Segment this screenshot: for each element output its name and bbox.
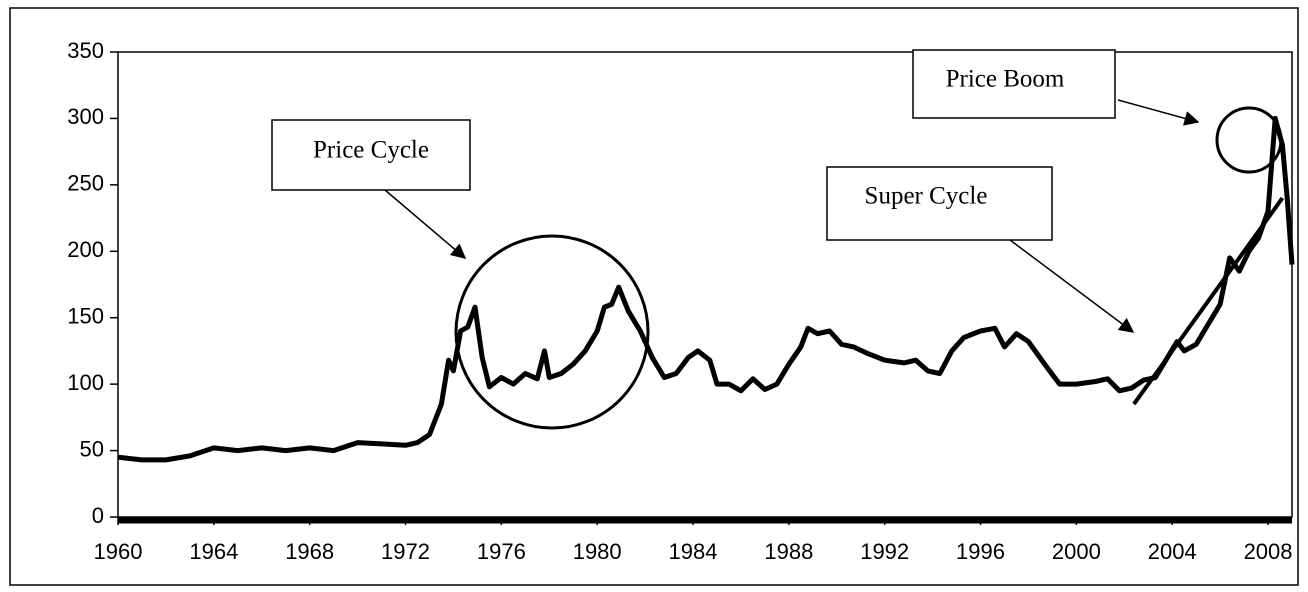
y-tick-label: 0 <box>92 503 104 528</box>
frame <box>9 7 1299 586</box>
x-tick-label: 1996 <box>956 539 1005 564</box>
annotation: Price Cycle <box>313 137 429 164</box>
y-tick-label: 100 <box>67 370 104 395</box>
y-tick-label: 50 <box>80 436 104 461</box>
x-tick-label: 1960 <box>94 539 143 564</box>
x-tick-label: 2008 <box>1244 539 1293 564</box>
trend-line <box>1132 196 1285 406</box>
x-tick-label: 2004 <box>1148 539 1197 564</box>
x-tick-label: 1976 <box>477 539 526 564</box>
arrow <box>1009 239 1135 333</box>
y-tick-label: 300 <box>67 104 104 129</box>
x-tick-label: 1984 <box>669 539 718 564</box>
annotation: Super Cycle <box>865 183 988 210</box>
x-tick-label: 1988 <box>764 539 813 564</box>
circle <box>454 234 650 430</box>
y-tick-label: 250 <box>67 171 104 196</box>
y-tick-label: 200 <box>67 237 104 262</box>
x-tick-label: 1968 <box>285 539 334 564</box>
x-tick-label: 1980 <box>573 539 622 564</box>
arrow <box>384 189 467 259</box>
y-tick-label: 350 <box>67 38 104 63</box>
annotation-box <box>271 119 471 191</box>
x-tick-label: 2000 <box>1052 539 1101 564</box>
annotation: Price Boom <box>946 66 1065 93</box>
price-line <box>117 115 1295 463</box>
y-tick-label: 150 <box>67 304 104 329</box>
x-tick-label: 1992 <box>860 539 909 564</box>
arrow <box>1117 99 1200 126</box>
annotation-box <box>826 166 1053 241</box>
x-tick-label: 1972 <box>381 539 430 564</box>
circle <box>1215 106 1283 174</box>
annotation-box <box>912 49 1116 119</box>
x-tick-label: 1964 <box>189 539 238 564</box>
